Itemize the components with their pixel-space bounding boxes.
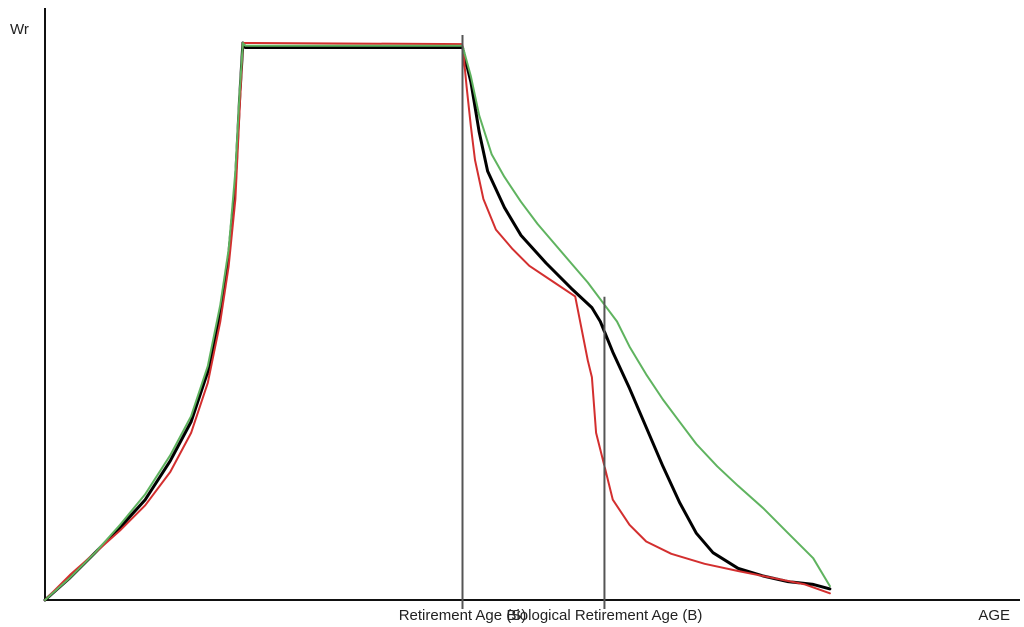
series-line-3 bbox=[44, 42, 831, 601]
series-layer bbox=[43, 41, 832, 602]
marker-label-1: Retirement Age (S) bbox=[399, 607, 527, 624]
axes: Wr AGE bbox=[10, 8, 1020, 624]
x-axis-label: AGE bbox=[978, 607, 1010, 624]
marker-label-2: Biological Retirement Age (B) bbox=[506, 607, 702, 624]
series-line-1 bbox=[43, 41, 832, 602]
marker-layer: Retirement Age (S)Biological Retirement … bbox=[399, 35, 702, 624]
y-axis-label: Wr bbox=[10, 21, 29, 38]
series-line-2 bbox=[44, 42, 831, 601]
